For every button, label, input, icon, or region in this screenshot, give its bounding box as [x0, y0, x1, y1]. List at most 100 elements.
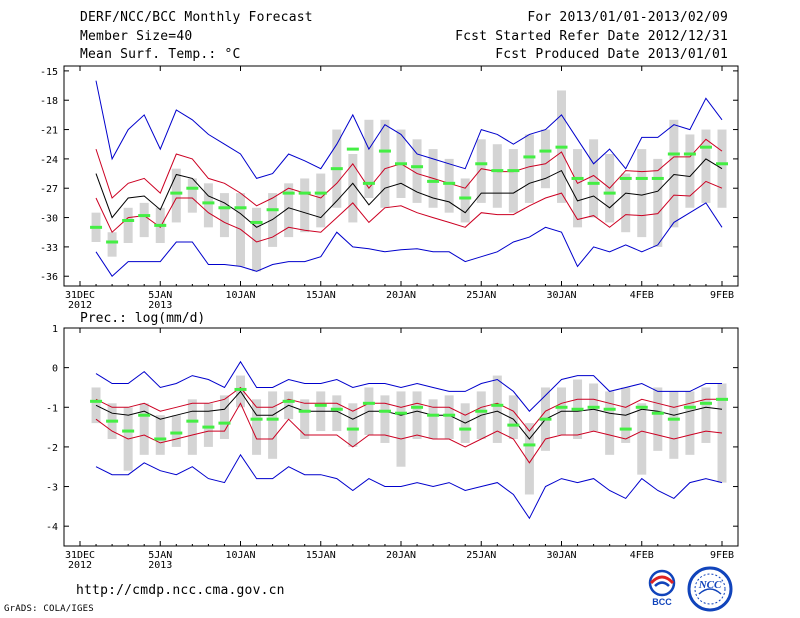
prec-median-marker — [491, 403, 504, 407]
temp-median-marker — [587, 181, 600, 185]
temp-y-tick-label: -33 — [40, 243, 58, 254]
temp-member-box — [653, 158, 663, 247]
temp-median-marker — [459, 196, 472, 200]
temp-median-marker — [282, 191, 295, 195]
prec-median-marker — [250, 417, 263, 421]
temp-series-min — [95, 202, 723, 277]
prec-x-tick-year-label: 2012 — [68, 560, 92, 571]
temp-series-mean-sd — [95, 180, 723, 243]
prec-median-marker — [507, 423, 520, 427]
prec-member-box — [348, 403, 358, 447]
prec-member-box — [332, 395, 342, 432]
prec-median-marker — [635, 405, 648, 409]
grads-credit: GrADS: COLA/IGES — [4, 604, 94, 614]
ncc-logo-icon: NCC — [687, 566, 733, 612]
temp-member-box — [669, 119, 679, 228]
prec-median-marker — [202, 425, 215, 429]
temp-member-box — [348, 154, 358, 223]
temp-median-marker — [250, 220, 263, 224]
prec-x-tick-label: 10JAN — [225, 550, 255, 561]
prec-median-marker — [603, 407, 616, 411]
temp-member-box — [252, 207, 262, 272]
temp-member-box — [540, 129, 550, 189]
prec-member-box — [396, 391, 406, 467]
temp-median-marker — [683, 152, 696, 156]
temp-median-marker — [507, 169, 520, 173]
temp-series-mean — [95, 158, 723, 228]
prec-member-box — [637, 403, 647, 475]
prec-member-box — [171, 415, 181, 447]
prec-member-box — [508, 395, 518, 439]
temp-median-marker — [651, 176, 664, 180]
prec-median-marker — [587, 405, 600, 409]
prec-series-mean-sd — [95, 402, 723, 464]
temp-median-marker — [170, 191, 183, 195]
temp-member-box — [701, 129, 711, 203]
temp-median-marker — [90, 225, 103, 229]
prec-member-box — [605, 391, 615, 455]
prec-median-marker — [298, 409, 311, 413]
temp-median-marker — [491, 169, 504, 173]
prec-median-marker — [539, 417, 552, 421]
temperature-variable-label: Mean Surf. Temp.: °C — [80, 47, 241, 62]
temp-member-box — [316, 173, 326, 228]
prec-median-marker — [106, 419, 119, 423]
prec-median-marker — [443, 413, 456, 417]
temp-median-marker — [106, 240, 119, 244]
temp-median-marker — [186, 186, 199, 190]
prec-x-tick-label: 9FEB — [710, 550, 734, 561]
prec-median-marker — [427, 413, 440, 417]
temp-member-box — [187, 178, 197, 213]
temp-median-marker — [716, 162, 728, 166]
prec-y-tick-label: -2 — [46, 443, 58, 454]
temp-member-box — [524, 134, 534, 203]
member-size-label: Member Size=40 — [80, 29, 193, 44]
temp-median-marker — [298, 191, 311, 195]
temp-y-tick-label: -21 — [40, 126, 58, 137]
prec-median-marker — [555, 405, 568, 409]
temp-y-tick-label: -36 — [40, 272, 58, 283]
prec-x-tick-label: 31DEC — [65, 550, 95, 561]
prec-member-box — [187, 399, 197, 455]
prec-member-box — [139, 403, 149, 455]
temp-y-tick-label: -30 — [40, 214, 58, 225]
prec-series-min — [95, 453, 723, 520]
temp-member-box — [476, 139, 486, 203]
temp-median-marker — [571, 176, 584, 180]
prec-x-tick-label: 25JAN — [466, 550, 496, 561]
prec-median-marker — [218, 421, 231, 425]
temp-median-marker — [443, 181, 456, 185]
prec-median-marker — [314, 403, 327, 407]
temp-median-marker — [154, 223, 167, 227]
prec-median-marker — [475, 409, 488, 413]
prec-median-marker — [122, 429, 135, 433]
temp-member-box — [621, 173, 631, 233]
temp-x-tick-label: 20JAN — [386, 290, 416, 301]
prec-member-box — [380, 395, 390, 443]
prec-y-tick-label: -3 — [46, 483, 58, 494]
temp-x-tick-label: 4FEB — [630, 290, 654, 301]
temp-median-marker — [330, 167, 343, 171]
prec-series-mean-sd — [95, 386, 722, 432]
prec-median-marker — [170, 431, 183, 435]
temp-member-box — [139, 202, 149, 238]
temp-median-marker — [266, 208, 279, 212]
temp-median-marker — [619, 176, 632, 180]
temp-member-box — [219, 193, 229, 238]
temp-x-tick-label: 10JAN — [225, 290, 255, 301]
prec-y-tick-label: 0 — [52, 364, 58, 375]
temp-median-marker — [539, 149, 552, 153]
temp-median-marker — [603, 191, 616, 195]
prec-member-box — [203, 403, 213, 447]
prec-median-marker — [651, 411, 664, 415]
temp-median-marker — [523, 155, 536, 159]
forecast-title: DERF/NCC/BCC Monthly Forecast — [80, 10, 313, 25]
prec-median-marker — [683, 405, 696, 409]
temp-member-box — [412, 139, 422, 203]
prec-y-tick-label: -4 — [46, 522, 58, 533]
prec-median-marker — [571, 407, 584, 411]
prec-median-marker — [154, 437, 167, 441]
temp-member-box — [573, 149, 583, 228]
prec-member-box — [252, 399, 262, 455]
